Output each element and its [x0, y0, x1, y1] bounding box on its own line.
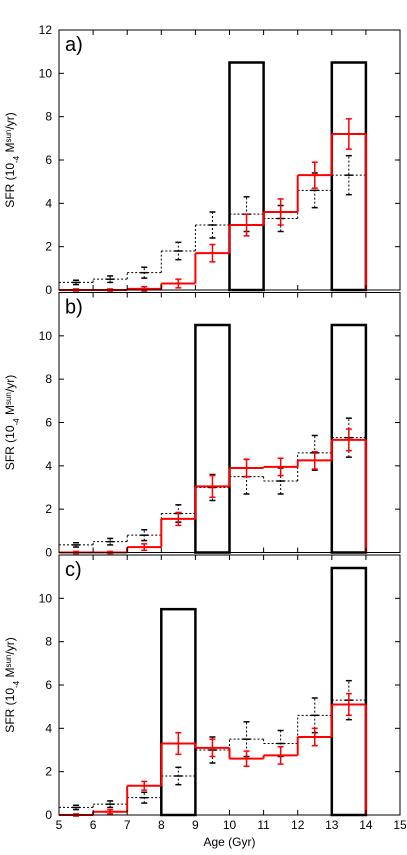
error-bar — [175, 278, 182, 289]
burst-box — [330, 61, 368, 292]
panel-label: c) — [65, 559, 82, 581]
error-bar — [345, 428, 352, 452]
error-bar — [209, 474, 216, 498]
burst-box — [194, 323, 231, 554]
y-axis-label: SFR (10-4 Msun/yr) — [3, 637, 21, 732]
y-tick-label: 0 — [45, 808, 52, 822]
error-bar — [209, 243, 216, 263]
y-axis-label: SFR (10-4 Msun/yr) — [3, 375, 21, 470]
error-bar — [107, 808, 114, 815]
y-axis-label-part: M — [3, 668, 17, 681]
x-tick-label: 8 — [158, 818, 165, 832]
error-bar — [140, 529, 149, 542]
y-tick-label: 6 — [45, 416, 52, 430]
error-bar — [311, 451, 318, 470]
x-tick-label: 9 — [192, 818, 199, 832]
x-tick-label: 5 — [56, 818, 63, 832]
x-tick-label: 10 — [223, 818, 237, 832]
y-axis-label-part: SFR (10 — [3, 163, 17, 208]
y-tick-label: 6 — [45, 678, 52, 692]
error-bar — [175, 511, 182, 527]
error-bar — [72, 804, 81, 811]
error-bar — [345, 118, 352, 150]
y-axis-label-part: /yr) — [3, 112, 17, 129]
y-axis-label-part: sun — [4, 655, 13, 668]
error-bar — [106, 275, 115, 284]
y-tick-label: 6 — [45, 153, 52, 167]
error-bar — [141, 543, 148, 552]
error-bar — [175, 731, 182, 756]
y-tick-label: 8 — [45, 635, 52, 649]
y-axis-label-part: /yr) — [3, 637, 17, 654]
y-axis-label-part: sun — [4, 130, 13, 143]
error-bar — [106, 800, 115, 809]
error-bar — [106, 537, 115, 546]
y-tick-label: 12 — [39, 23, 53, 37]
plot-frame — [58, 554, 401, 816]
error-bar — [243, 213, 250, 237]
y-tick-label: 10 — [39, 591, 53, 605]
x-axis-label: Age (Gyr) — [203, 835, 255, 849]
error-bar — [209, 738, 216, 758]
y-tick-label: 10 — [39, 329, 53, 343]
error-bar — [311, 727, 318, 747]
panel-label: a) — [65, 34, 83, 56]
y-axis-label: SFR (10-4 Msun/yr) — [3, 112, 21, 207]
x-tick-label: 14 — [359, 818, 373, 832]
burst-box — [228, 61, 265, 292]
y-tick-label: 8 — [45, 372, 52, 386]
y-tick-label: 2 — [45, 240, 52, 254]
error-bar — [141, 780, 148, 791]
y-axis-label-part: M — [3, 143, 17, 156]
y-axis-label-part: SFR (10 — [3, 688, 17, 733]
y-axis-label-part: -4 — [12, 155, 21, 163]
error-bar — [208, 211, 217, 239]
y-tick-label: 10 — [39, 66, 53, 80]
x-tick-label: 11 — [257, 818, 270, 832]
x-tick-label: 13 — [325, 818, 339, 832]
x-tick-label: 6 — [90, 818, 97, 832]
x-tick-label: 12 — [291, 818, 305, 832]
error-bar — [277, 457, 284, 477]
error-bar — [140, 791, 149, 804]
error-bar — [311, 161, 318, 189]
error-bar — [277, 198, 284, 226]
y-tick-label: 2 — [45, 765, 52, 779]
y-tick-label: 4 — [45, 721, 52, 735]
y-axis-label-part: -4 — [12, 418, 21, 426]
error-bar — [243, 750, 250, 767]
error-bar — [277, 746, 284, 765]
error-bar — [344, 154, 353, 196]
y-axis-label-part: /yr) — [3, 375, 17, 392]
error-bar — [72, 542, 81, 548]
x-tick-label: 7 — [124, 818, 131, 832]
error-bar — [310, 697, 319, 734]
error-bar — [72, 279, 81, 286]
y-tick-label: 0 — [45, 283, 52, 297]
error-bar — [174, 766, 183, 786]
x-tick-label: 15 — [393, 818, 407, 832]
error-bar — [140, 266, 149, 279]
y-tick-label: 4 — [45, 459, 52, 473]
y-tick-label: 2 — [45, 502, 52, 516]
error-bar — [174, 241, 183, 261]
y-axis-label-part: M — [3, 405, 17, 418]
panel-label: b) — [65, 297, 83, 319]
y-axis-label-part: SFR (10 — [3, 425, 17, 470]
error-bar — [345, 692, 352, 717]
y-tick-label: 8 — [45, 110, 52, 124]
y-axis-label-part: -4 — [12, 680, 21, 688]
error-bar — [243, 458, 250, 478]
y-tick-label: 4 — [45, 196, 52, 210]
y-axis-label-part: sun — [4, 392, 13, 405]
y-tick-label: 0 — [45, 546, 52, 560]
